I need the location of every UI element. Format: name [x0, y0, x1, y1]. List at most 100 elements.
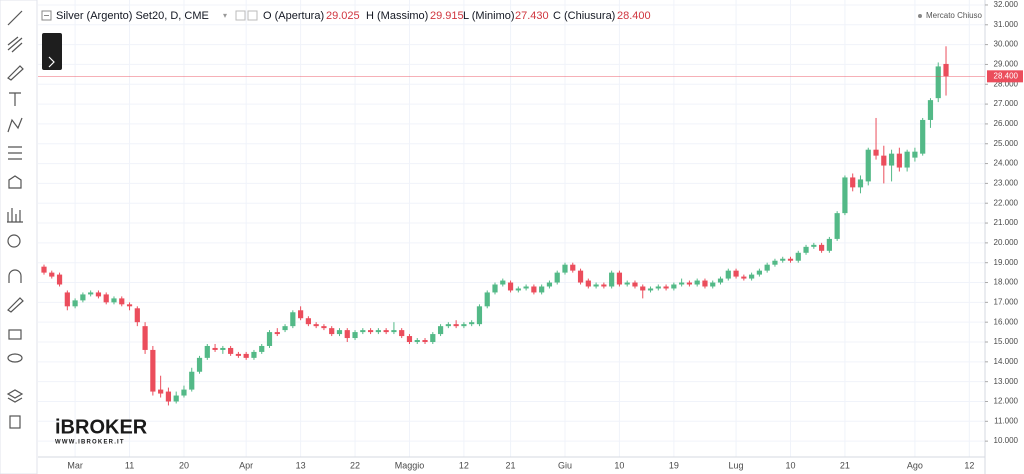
candle-body	[927, 100, 934, 120]
visibility-tool[interactable]	[7, 353, 23, 363]
candle-body	[593, 284, 599, 287]
candle-body	[469, 322, 475, 325]
y-tick-label: 21.000	[994, 218, 1019, 227]
text-tool[interactable]	[9, 92, 21, 106]
candle-body	[873, 149, 879, 156]
candle-body	[500, 280, 506, 285]
candle-body	[694, 280, 700, 285]
lock-tool[interactable]	[8, 329, 22, 340]
y-tick-label: 12.000	[994, 397, 1019, 406]
candle-body	[391, 330, 397, 333]
candle-body	[414, 340, 420, 343]
candle-body	[741, 276, 747, 279]
candle-body	[710, 282, 716, 287]
last-price-label: 28.400	[994, 71, 1019, 80]
watermark-brand: iBROKER	[55, 416, 148, 438]
y-tick-label: 31.000	[994, 20, 1019, 29]
candle-body	[445, 324, 451, 327]
candle-body	[64, 292, 70, 307]
x-tick-label: 12	[964, 460, 974, 470]
candle-body	[725, 270, 731, 279]
close-label: C (Chiusura)	[553, 10, 615, 22]
market-status: Mercato Chiuso	[926, 11, 983, 20]
prediction-tool[interactable]	[8, 146, 22, 160]
candle-body	[360, 330, 366, 333]
candle-body	[523, 286, 529, 289]
delete-tool[interactable]	[9, 415, 21, 429]
candle-body	[803, 246, 809, 253]
candle-body	[259, 345, 265, 352]
x-tick-label: 11	[125, 460, 134, 470]
candle-body	[857, 179, 864, 188]
candle-body	[562, 264, 568, 273]
candle-body	[787, 258, 794, 261]
brush-tool[interactable]	[7, 65, 24, 81]
layers-tool[interactable]	[6, 389, 24, 403]
candle-body	[305, 318, 311, 325]
candle-body	[119, 298, 125, 305]
collapse-legend[interactable]	[41, 10, 52, 21]
candle-body	[41, 266, 47, 273]
y-tick-label: 13.000	[994, 377, 1019, 386]
candle-body	[896, 153, 902, 168]
candle-body	[196, 357, 203, 372]
candle-body	[329, 328, 335, 335]
candle-body	[554, 272, 560, 283]
candle-body	[492, 284, 498, 293]
candle-body	[111, 298, 117, 303]
candle-body	[702, 280, 708, 287]
candle-body	[282, 326, 288, 331]
candle-body	[313, 324, 319, 327]
y-tick-label: 27.000	[994, 99, 1019, 108]
settings-button[interactable]	[235, 10, 246, 21]
candle-body	[850, 177, 856, 188]
x-tick-label: Maggio	[395, 460, 425, 470]
candle-body	[826, 238, 832, 251]
candle-body	[189, 371, 195, 390]
x-tick-label: 10	[785, 460, 795, 470]
icon-tool[interactable]	[8, 175, 22, 189]
candle-body	[336, 330, 343, 335]
candle-body	[507, 282, 514, 291]
x-tick-label: Lug	[729, 460, 744, 470]
candle-body	[461, 324, 467, 327]
candle-body	[80, 294, 86, 301]
candle-body	[165, 391, 172, 402]
high-label: H (Massimo)	[366, 10, 428, 22]
candle-body	[780, 258, 786, 261]
close-button[interactable]	[247, 10, 258, 21]
indicator-panel-toggle[interactable]	[42, 33, 62, 70]
x-tick-label: Giu	[558, 460, 572, 470]
grid	[38, 0, 985, 457]
candle-body	[103, 294, 109, 303]
candle-body	[88, 292, 94, 295]
y-tick-label: 14.000	[994, 357, 1019, 366]
dropdown-arrow[interactable]: ▾	[223, 11, 227, 20]
candle-body	[321, 326, 327, 329]
candle-body	[935, 66, 941, 99]
pattern-tool[interactable]	[7, 117, 23, 133]
open-label: O (Apertura)	[263, 10, 324, 22]
drawing-mode[interactable]	[7, 297, 24, 313]
toggle-arrow	[48, 56, 55, 68]
y-tick-label: 30.000	[994, 40, 1019, 49]
x-tick-label: 21	[840, 460, 850, 470]
candle-body	[671, 284, 677, 289]
zoom-tool[interactable]	[7, 234, 21, 248]
candle-body	[686, 282, 693, 285]
y-tick-label: 20.000	[994, 238, 1019, 247]
toolbar	[0, 0, 38, 474]
candle-body	[430, 334, 436, 343]
trend-line-tool[interactable]	[7, 10, 23, 26]
candle-body	[290, 312, 296, 327]
magnet-tool[interactable]	[8, 269, 22, 283]
y-tick-label: 32.000	[994, 0, 1019, 9]
measure-tool[interactable]	[7, 208, 23, 223]
fib-tool[interactable]	[7, 36, 23, 53]
x-tick-label: Apr	[239, 460, 253, 470]
candle-body	[142, 326, 148, 350]
high-value: 29.915	[430, 10, 464, 22]
candle-body	[920, 119, 926, 154]
candle-body	[749, 274, 755, 279]
